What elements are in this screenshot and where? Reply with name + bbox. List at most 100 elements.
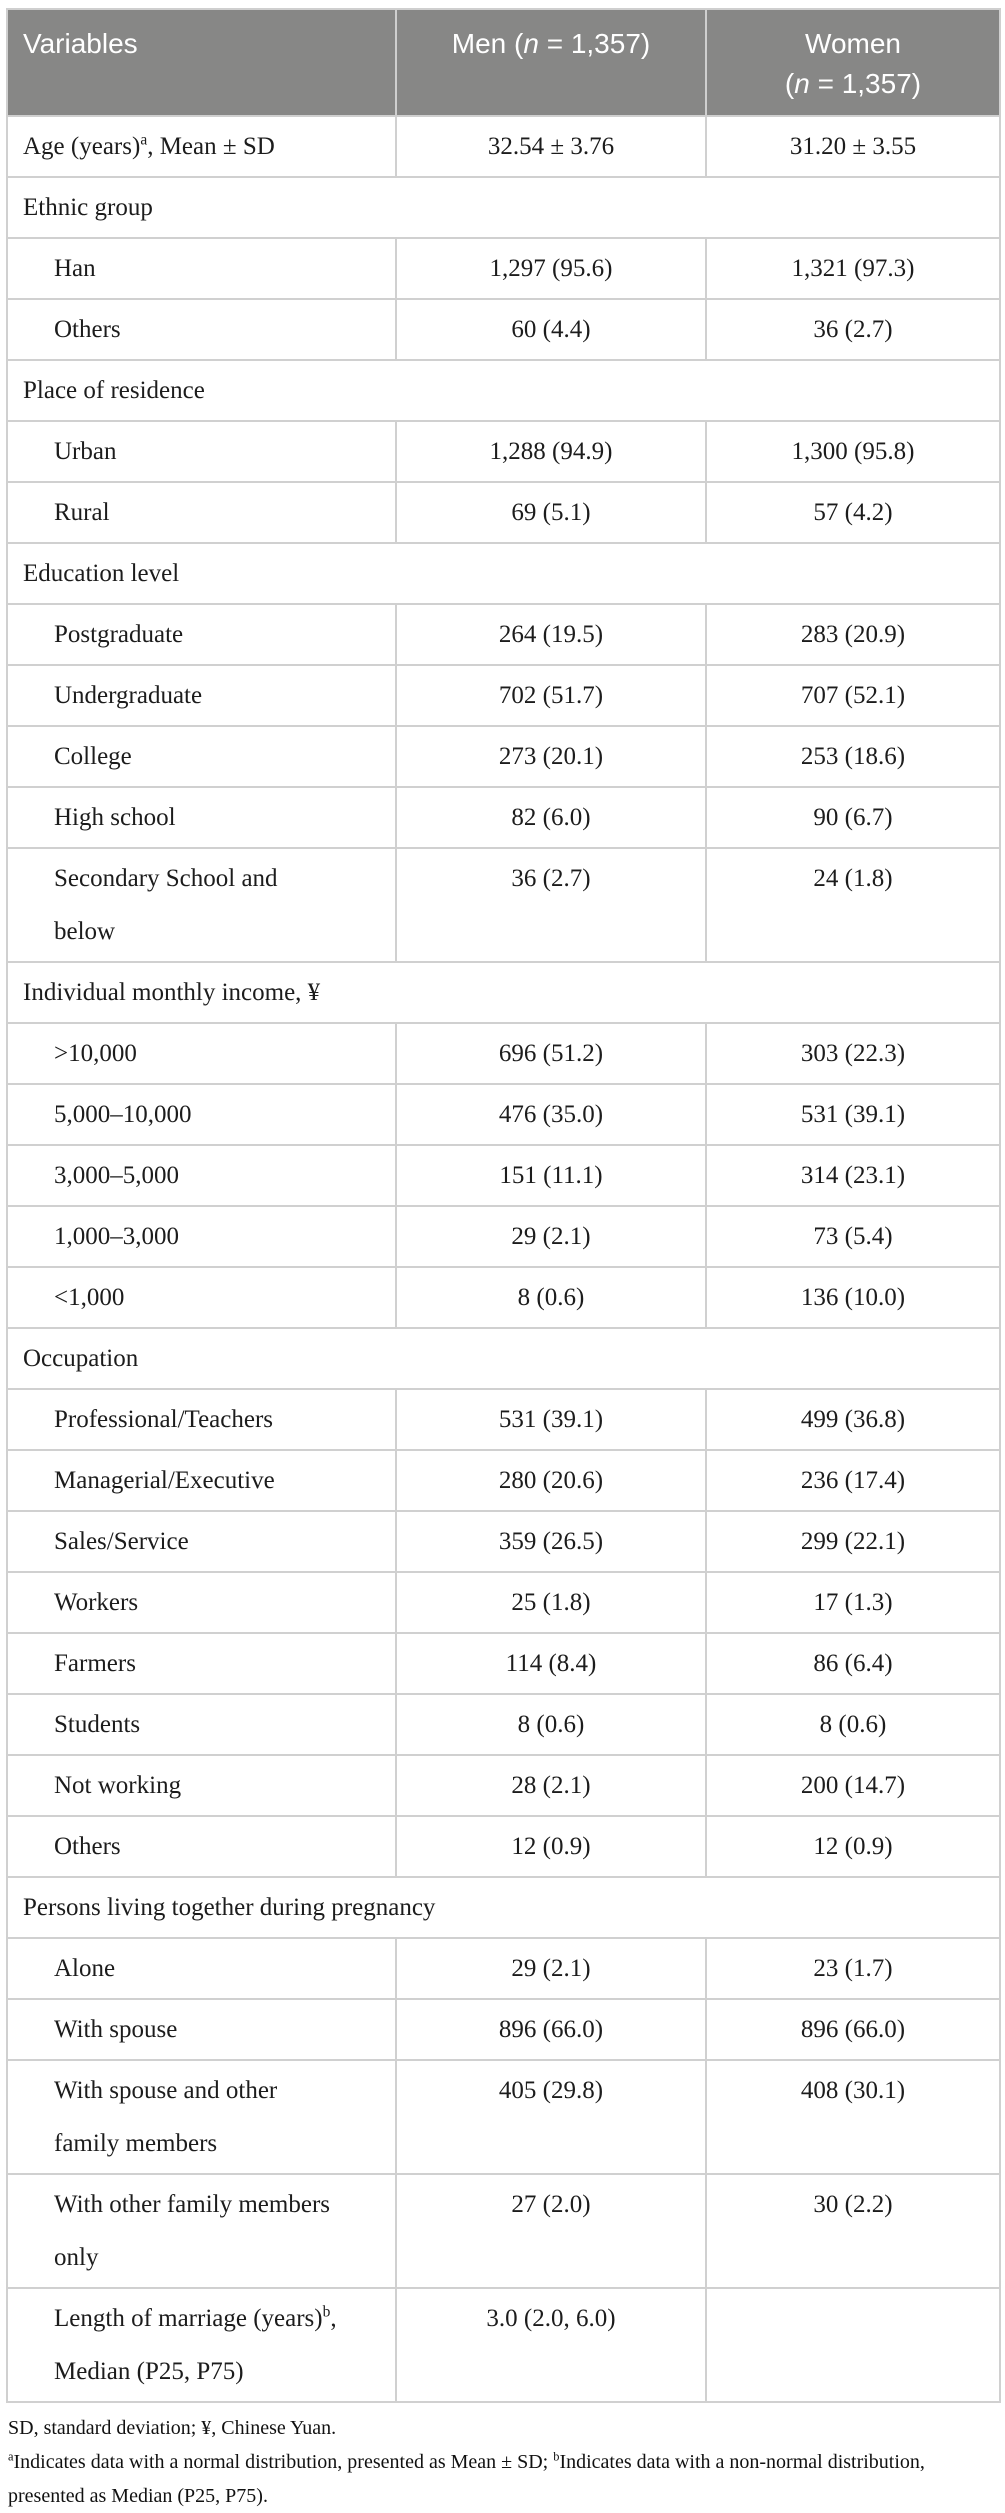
women-value-cell	[705, 2287, 1001, 2403]
table-row: Han 1,297 (95.6) 1,321 (97.3)	[6, 237, 1001, 300]
table-row: Postgraduate 264 (19.5) 283 (20.9)	[6, 603, 1001, 666]
women-value-cell: 1,300 (95.8)	[705, 420, 1001, 483]
men-value-cell: 60 (4.4)	[395, 298, 707, 361]
men-value-cell: 1,288 (94.9)	[395, 420, 707, 483]
men-value-cell: 273 (20.1)	[395, 725, 707, 788]
section-label-cell: Individual monthly income, ¥	[6, 961, 1001, 1024]
section-row: Persons living together during pregnancy	[6, 1876, 1001, 1939]
section-row: Ethnic group	[6, 176, 1001, 239]
table-row: Managerial/Executive 280 (20.6) 236 (17.4)	[6, 1449, 1001, 1512]
men-value-cell: 12 (0.9)	[395, 1815, 707, 1878]
women-value-cell: 1,321 (97.3)	[705, 237, 1001, 300]
table-row: >10,000 696 (51.2) 303 (22.3)	[6, 1022, 1001, 1085]
row-label-cell: Others	[6, 298, 397, 361]
table-header-row: Variables Men (n = 1,357) Women (n = 1,35…	[6, 8, 1001, 117]
women-value-cell: 314 (23.1)	[705, 1144, 1001, 1207]
table-row: Others 60 (4.4) 36 (2.7)	[6, 298, 1001, 361]
men-value-cell: 32.54 ± 3.76	[395, 115, 707, 178]
row-label-cell: Secondary School and below	[6, 847, 397, 963]
table-row: Farmers 114 (8.4) 86 (6.4)	[6, 1632, 1001, 1695]
men-value-cell: 8 (0.6)	[395, 1266, 707, 1329]
men-value-cell: 8 (0.6)	[395, 1693, 707, 1756]
men-value-cell: 29 (2.1)	[395, 1205, 707, 1268]
row-label-cell: 3,000–5,000	[6, 1144, 397, 1207]
table-row: Others 12 (0.9) 12 (0.9)	[6, 1815, 1001, 1878]
men-value-cell: 151 (11.1)	[395, 1144, 707, 1207]
women-value-cell: 36 (2.7)	[705, 298, 1001, 361]
row-label-cell: Workers	[6, 1571, 397, 1634]
women-value-cell: 136 (10.0)	[705, 1266, 1001, 1329]
section-label-cell: Persons living together during pregnancy	[6, 1876, 1001, 1939]
table-row: Workers 25 (1.8) 17 (1.3)	[6, 1571, 1001, 1634]
section-row: Place of residence	[6, 359, 1001, 422]
row-label-cell: Not working	[6, 1754, 397, 1817]
men-value-cell: 25 (1.8)	[395, 1571, 707, 1634]
men-value-cell: 359 (26.5)	[395, 1510, 707, 1573]
section-label-cell: Occupation	[6, 1327, 1001, 1390]
table-row: Length of marriage (years)b, Median (P25,…	[6, 2287, 1001, 2403]
row-label-cell: Farmers	[6, 1632, 397, 1695]
men-value-cell: 405 (29.8)	[395, 2059, 707, 2175]
row-label-cell: >10,000	[6, 1022, 397, 1085]
women-value-cell: 31.20 ± 3.55	[705, 115, 1001, 178]
table-footnotes: SD, standard deviation; ¥, Chinese Yuan.…	[6, 2411, 1001, 2513]
women-value-cell: 57 (4.2)	[705, 481, 1001, 544]
women-value-cell: 86 (6.4)	[705, 1632, 1001, 1695]
table-row: <1,000 8 (0.6) 136 (10.0)	[6, 1266, 1001, 1329]
table-row: Secondary School and below 36 (2.7) 24 (1.8…	[6, 847, 1001, 963]
table-row: 1,000–3,000 29 (2.1) 73 (5.4)	[6, 1205, 1001, 1268]
row-label-cell: Rural	[6, 481, 397, 544]
row-label-cell: 1,000–3,000	[6, 1205, 397, 1268]
women-value-cell: 24 (1.8)	[705, 847, 1001, 963]
row-label-cell: Others	[6, 1815, 397, 1878]
column-header-women: Women (n = 1,357)	[705, 8, 1001, 117]
women-value-cell: 283 (20.9)	[705, 603, 1001, 666]
women-value-cell: 17 (1.3)	[705, 1571, 1001, 1634]
men-value-cell: 27 (2.0)	[395, 2173, 707, 2289]
row-label-cell: With other family members only	[6, 2173, 397, 2289]
row-label-cell: Managerial/Executive	[6, 1449, 397, 1512]
table-row: 5,000–10,000 476 (35.0) 531 (39.1)	[6, 1083, 1001, 1146]
table-row: High school 82 (6.0) 90 (6.7)	[6, 786, 1001, 849]
women-value-cell: 896 (66.0)	[705, 1998, 1001, 2061]
row-label-cell: Urban	[6, 420, 397, 483]
row-label-cell: With spouse	[6, 1998, 397, 2061]
table-body: Age (years)a, Mean ± SD 32.54 ± 3.76 31.20…	[6, 115, 1001, 2403]
men-value-cell: 896 (66.0)	[395, 1998, 707, 2061]
table-row: With other family members only 27 (2.0) 30 …	[6, 2173, 1001, 2289]
women-value-cell: 8 (0.6)	[705, 1693, 1001, 1756]
women-value-cell: 299 (22.1)	[705, 1510, 1001, 1573]
men-value-cell: 696 (51.2)	[395, 1022, 707, 1085]
women-value-cell: 30 (2.2)	[705, 2173, 1001, 2289]
row-label-cell: Age (years)a, Mean ± SD	[6, 115, 397, 178]
men-value-cell: 69 (5.1)	[395, 481, 707, 544]
row-label-cell: Length of marriage (years)b, Median (P25,…	[6, 2287, 397, 2403]
row-label-cell: High school	[6, 786, 397, 849]
women-value-cell: 23 (1.7)	[705, 1937, 1001, 2000]
row-label-cell: 5,000–10,000	[6, 1083, 397, 1146]
section-row: Education level	[6, 542, 1001, 605]
table-row: With spouse and other family members 405 (…	[6, 2059, 1001, 2175]
men-value-cell: 28 (2.1)	[395, 1754, 707, 1817]
row-label-cell: Professional/Teachers	[6, 1388, 397, 1451]
men-value-cell: 1,297 (95.6)	[395, 237, 707, 300]
table-row: Undergraduate 702 (51.7) 707 (52.1)	[6, 664, 1001, 727]
table-row: Rural 69 (5.1) 57 (4.2)	[6, 481, 1001, 544]
women-value-cell: 303 (22.3)	[705, 1022, 1001, 1085]
row-label-cell: Han	[6, 237, 397, 300]
men-value-cell: 36 (2.7)	[395, 847, 707, 963]
row-label-cell: College	[6, 725, 397, 788]
women-value-cell: 236 (17.4)	[705, 1449, 1001, 1512]
men-value-cell: 3.0 (2.0, 6.0)	[395, 2287, 707, 2403]
women-value-cell: 253 (18.6)	[705, 725, 1001, 788]
table-row: Sales/Service 359 (26.5) 299 (22.1)	[6, 1510, 1001, 1573]
men-value-cell: 264 (19.5)	[395, 603, 707, 666]
column-header-men: Men (n = 1,357)	[395, 8, 707, 117]
section-label-cell: Place of residence	[6, 359, 1001, 422]
men-value-cell: 702 (51.7)	[395, 664, 707, 727]
row-label-cell: With spouse and other family members	[6, 2059, 397, 2175]
demographics-table: Variables Men (n = 1,357) Women (n = 1,35…	[6, 8, 1001, 2403]
column-header-variables: Variables	[6, 8, 397, 117]
table-row: Professional/Teachers 531 (39.1) 499 (36.8…	[6, 1388, 1001, 1451]
